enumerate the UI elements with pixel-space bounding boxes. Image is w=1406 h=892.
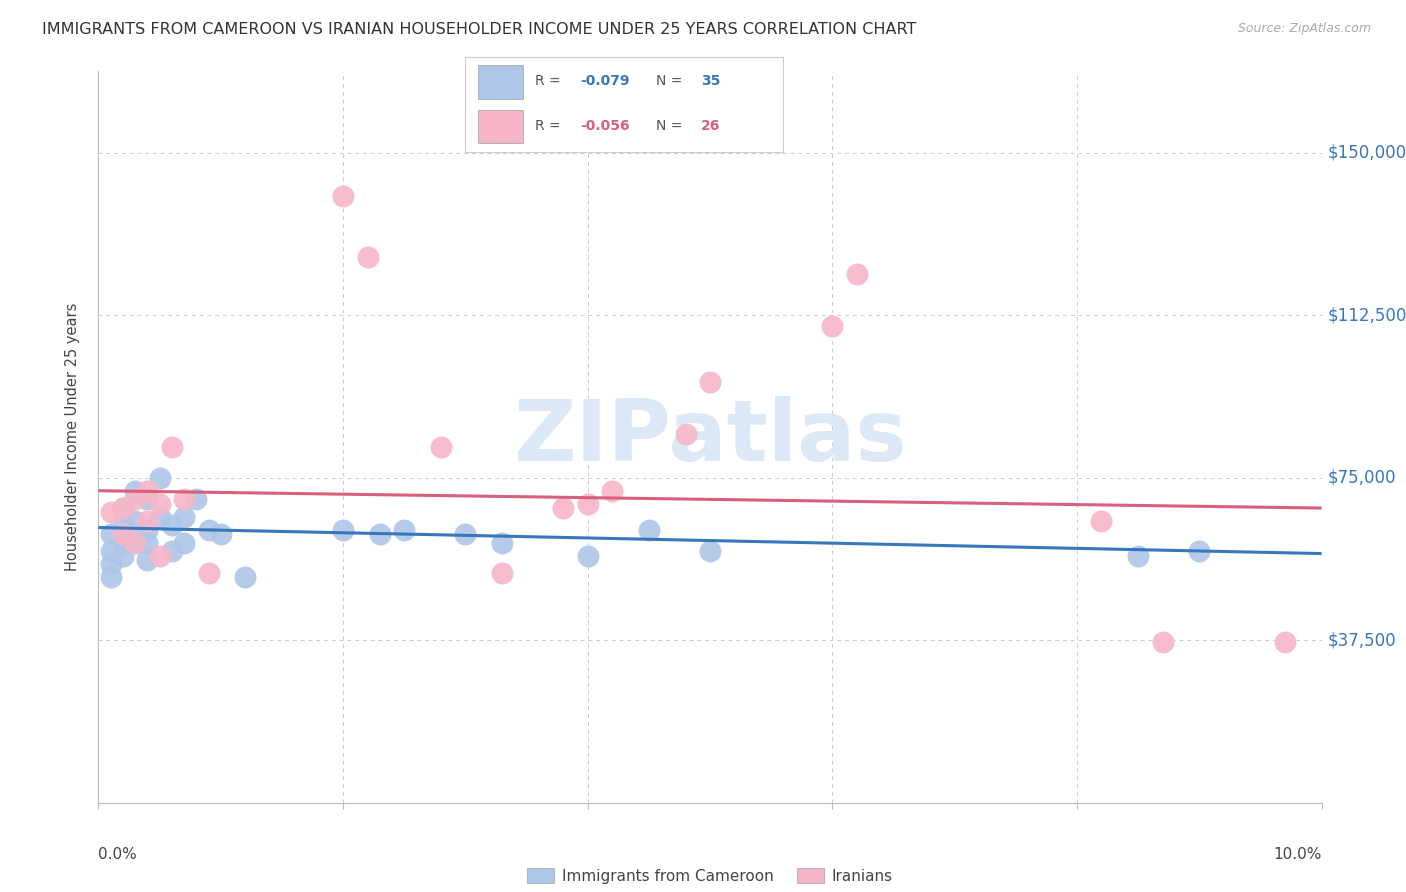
Point bbox=[173, 492, 195, 507]
Point bbox=[491, 566, 513, 580]
Point bbox=[149, 509, 172, 524]
Point bbox=[392, 523, 416, 537]
Point bbox=[368, 527, 391, 541]
Point bbox=[124, 483, 146, 498]
Legend: Immigrants from Cameroon, Iranians: Immigrants from Cameroon, Iranians bbox=[520, 862, 900, 890]
Text: ZIPatlas: ZIPatlas bbox=[513, 395, 907, 479]
Point bbox=[149, 471, 172, 485]
Point bbox=[160, 544, 183, 558]
Point bbox=[173, 509, 195, 524]
Point bbox=[197, 566, 219, 580]
Point bbox=[576, 497, 599, 511]
Point bbox=[491, 535, 513, 549]
Point bbox=[149, 549, 172, 563]
Point bbox=[111, 518, 134, 533]
Point bbox=[1090, 514, 1112, 528]
Point bbox=[197, 523, 219, 537]
Point bbox=[186, 492, 208, 507]
Point bbox=[209, 527, 232, 541]
Point bbox=[699, 376, 721, 390]
Text: IMMIGRANTS FROM CAMEROON VS IRANIAN HOUSEHOLDER INCOME UNDER 25 YEARS CORRELATIO: IMMIGRANTS FROM CAMEROON VS IRANIAN HOUS… bbox=[42, 22, 917, 37]
Point bbox=[332, 189, 354, 203]
Point bbox=[111, 549, 134, 563]
Point bbox=[637, 523, 661, 537]
Text: Source: ZipAtlas.com: Source: ZipAtlas.com bbox=[1237, 22, 1371, 36]
Point bbox=[160, 518, 183, 533]
Point bbox=[111, 501, 134, 516]
Point bbox=[332, 523, 354, 537]
Point bbox=[136, 514, 159, 528]
Text: $112,500: $112,500 bbox=[1327, 306, 1406, 324]
Point bbox=[124, 535, 146, 549]
Point bbox=[821, 318, 844, 333]
Point bbox=[1152, 635, 1174, 649]
Point bbox=[845, 267, 868, 281]
Point bbox=[100, 558, 122, 572]
Point bbox=[1128, 549, 1150, 563]
Point bbox=[233, 570, 256, 584]
Point bbox=[356, 250, 378, 264]
Text: $75,000: $75,000 bbox=[1327, 468, 1396, 487]
Point bbox=[699, 544, 721, 558]
Point bbox=[454, 527, 477, 541]
Point bbox=[111, 535, 134, 549]
Point bbox=[124, 492, 146, 507]
Point bbox=[124, 514, 146, 528]
Text: $150,000: $150,000 bbox=[1327, 144, 1406, 161]
Point bbox=[136, 553, 159, 567]
Point bbox=[124, 535, 146, 549]
Point bbox=[1188, 544, 1211, 558]
Point bbox=[553, 501, 575, 516]
Point bbox=[100, 544, 122, 558]
Point bbox=[600, 483, 623, 498]
Point bbox=[100, 527, 122, 541]
Point bbox=[173, 535, 195, 549]
Point bbox=[136, 523, 159, 537]
Y-axis label: Householder Income Under 25 years: Householder Income Under 25 years bbox=[65, 303, 80, 571]
Point bbox=[136, 492, 159, 507]
Point bbox=[111, 501, 134, 516]
Text: $37,500: $37,500 bbox=[1327, 632, 1396, 649]
Text: 0.0%: 0.0% bbox=[98, 847, 138, 862]
Text: 10.0%: 10.0% bbox=[1274, 847, 1322, 862]
Point bbox=[675, 427, 697, 442]
Point bbox=[1274, 635, 1296, 649]
Point bbox=[136, 483, 159, 498]
Point bbox=[111, 527, 134, 541]
Point bbox=[576, 549, 599, 563]
Point bbox=[160, 441, 183, 455]
Point bbox=[430, 441, 453, 455]
Point bbox=[100, 570, 122, 584]
Point bbox=[100, 505, 122, 519]
Point bbox=[149, 497, 172, 511]
Point bbox=[136, 535, 159, 549]
